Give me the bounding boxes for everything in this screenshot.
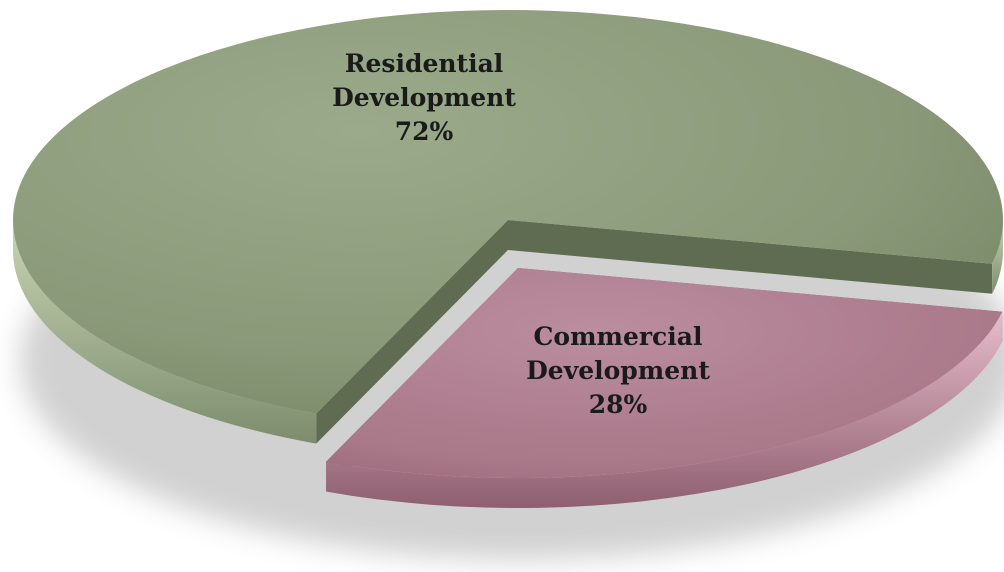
pie-slice-rim	[13, 220, 317, 444]
pie-slice-name-line: Development	[332, 83, 516, 112]
pie-slice-value-label: 72%	[395, 117, 454, 146]
pie-slice-name-line: Residential	[345, 49, 504, 78]
pie-slice-rim	[326, 311, 1003, 509]
pie-labels: Residential Development 72% Commercial Devel…	[332, 49, 710, 419]
pie-slice	[326, 268, 1003, 509]
pie-slices	[13, 10, 1004, 509]
pie-slice-value-label: 28%	[589, 390, 648, 419]
pie-slice-name-line: Commercial	[534, 322, 703, 351]
pie-slice-name-line: Development	[526, 356, 710, 385]
pie-slice-top	[326, 268, 1003, 479]
pie-slice-rim	[992, 220, 1004, 294]
pie-slice-wall	[508, 220, 993, 294]
pie-slice-top	[13, 10, 1004, 414]
pie-slice-label: Commercial Development 28%	[526, 322, 710, 419]
pie-slice-wall	[316, 220, 508, 444]
pie-slice	[13, 10, 1004, 444]
pie-slice-label: Residential Development 72%	[332, 49, 516, 146]
